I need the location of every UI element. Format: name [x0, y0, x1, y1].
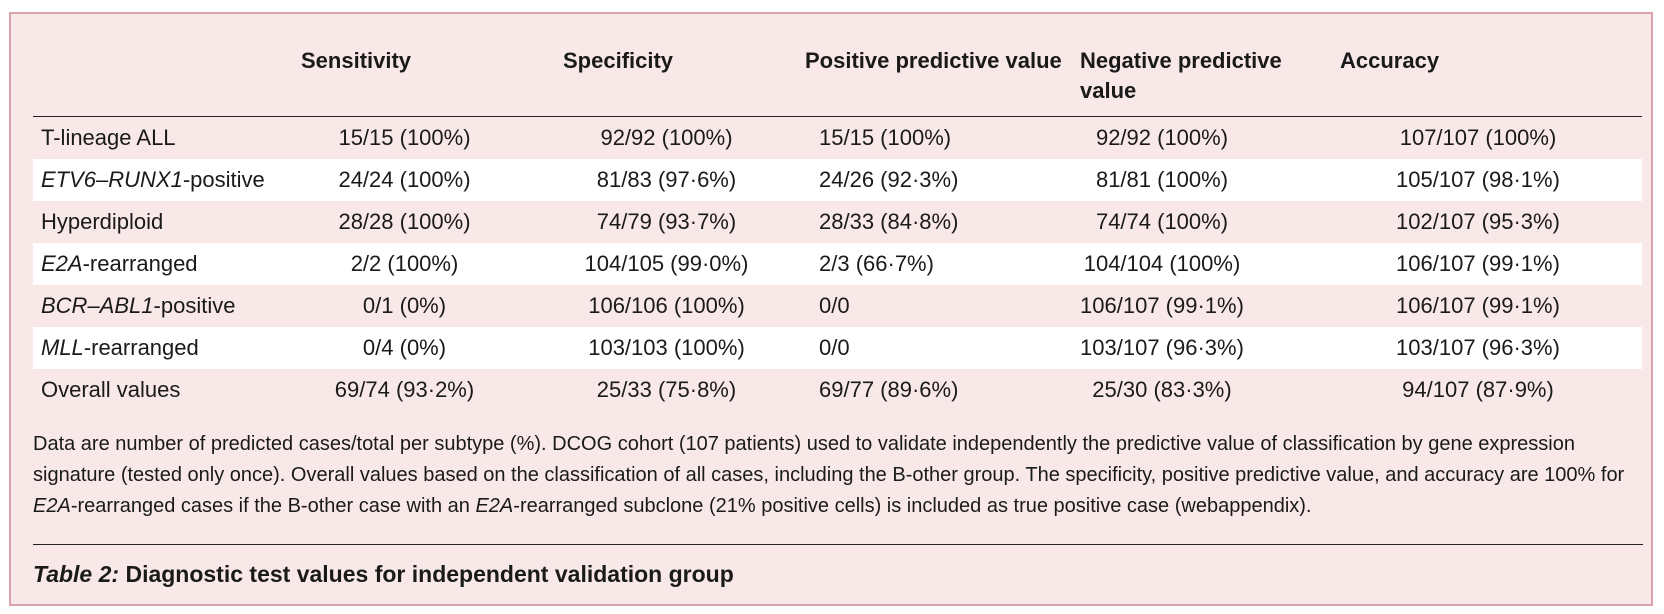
header-cell-blank — [33, 36, 301, 117]
row-label-part: T-lineage ALL — [41, 125, 176, 150]
table-row: T-lineage ALL 15/15 (100%) 92/92 (100%) 15/… — [33, 117, 1642, 160]
table-cell: 25/30 (83·3%) — [1092, 377, 1232, 402]
table-cell: 94/107 (87·9%) — [1402, 377, 1554, 402]
table-cell: 74/79 (93·7%) — [596, 209, 737, 234]
table-cell: 15/15 (100%) — [819, 125, 952, 150]
row-label-part: BCR–ABL1 — [41, 293, 154, 318]
table-row: E2A-rearranged 2/2 (100%) 104/105 (99·0%) 2… — [33, 243, 1642, 285]
table-row: BCR–ABL1-positive 0/1 (0%) 106/106 (100%) 0… — [33, 285, 1642, 327]
row-label-part: MLL — [41, 335, 84, 360]
table-cell: 106/106 (100%) — [588, 293, 745, 318]
row-label-part: -rearranged — [82, 251, 198, 276]
table-cell: 103/103 (100%) — [563, 327, 805, 369]
header-specificity: Specificity — [563, 36, 805, 117]
table-cell: 24/24 (100%) — [301, 159, 563, 201]
table-panel: Sensitivity Specificity Positive predict… — [9, 12, 1653, 606]
footnote-italic1: E2A — [33, 495, 71, 517]
table-cell: 0/0 — [805, 327, 1080, 369]
table-cell: 104/105 (99·0%) — [563, 243, 805, 285]
row-label-part: Overall values — [41, 377, 181, 402]
table-cell: 103/107 (96·3%) — [1080, 327, 1334, 369]
table-cell: 92/92 (100%) — [600, 125, 733, 150]
footnote-part2: -rearranged cases if the B-other case wi… — [70, 495, 476, 517]
table-cell: 0/1 (0%) — [362, 293, 447, 318]
header-row: Sensitivity Specificity Positive predict… — [33, 36, 1642, 117]
row-label-part: ETV6–RUNX1 — [41, 167, 183, 192]
caption-divider — [33, 544, 1643, 545]
table-cell: 106/107 (99·1%) — [1080, 293, 1244, 318]
row-label: T-lineage ALL — [33, 117, 301, 160]
caption-label: Table 2: — [33, 561, 120, 587]
row-label: E2A-rearranged — [33, 243, 301, 285]
table-cell: 28/28 (100%) — [338, 209, 471, 234]
row-label-part: -positive — [153, 293, 236, 318]
footnote-italic2: E2A — [475, 495, 514, 517]
footnote: Data are number of predicted cases/total… — [33, 429, 1643, 522]
table-cell: 105/107 (98·1%) — [1334, 159, 1642, 201]
header-npv: Negative predictive value — [1080, 36, 1334, 117]
table-cell: 103/107 (96·3%) — [1334, 327, 1642, 369]
table-cell: 81/83 (97·6%) — [563, 159, 805, 201]
table-row: MLL-rearranged 0/4 (0%) 103/103 (100%) 0/0 1… — [33, 327, 1642, 369]
row-label-part: Hyperdiploid — [41, 209, 164, 234]
table-cell: 69/77 (89·6%) — [819, 377, 959, 402]
footnote-part1: Data are number of predicted cases/total… — [33, 433, 1625, 486]
row-label-part: -positive — [182, 167, 265, 192]
table-cell: 102/107 (95·3%) — [1396, 209, 1560, 234]
row-label: Overall values — [33, 369, 301, 411]
header-sensitivity: Sensitivity — [301, 36, 563, 117]
footnote-part3: -rearranged subclone (21% positive cells… — [513, 495, 1312, 517]
table-cell: 106/107 (99·1%) — [1396, 293, 1560, 318]
table-cell: 92/92 (100%) — [1095, 125, 1229, 150]
table-cell: 25/33 (75·8%) — [596, 377, 737, 402]
table-cell: 15/15 (100%) — [338, 125, 471, 150]
table-row: ETV6–RUNX1-positive 24/24 (100%) 81/83 (97… — [33, 159, 1642, 201]
table-cell: 106/107 (99·1%) — [1334, 243, 1642, 285]
table-cell: 2/2 (100%) — [301, 243, 563, 285]
table-cell: 24/26 (92·3%) — [805, 159, 1080, 201]
table-row: Hyperdiploid 28/28 (100%) 74/79 (93·7%) 28/… — [33, 201, 1642, 243]
row-label: ETV6–RUNX1-positive — [33, 159, 301, 201]
table-cell: 28/33 (84·8%) — [819, 209, 959, 234]
table-cell: 2/3 (66·7%) — [805, 243, 1080, 285]
table-cell: 69/74 (93·2%) — [334, 377, 475, 402]
header-accuracy: Accuracy — [1334, 36, 1642, 117]
diagnostic-table: Sensitivity Specificity Positive predict… — [33, 36, 1642, 411]
header-ppv: Positive predictive value — [805, 36, 1080, 117]
table-row: Overall values 69/74 (93·2%) 25/33 (75·8%)… — [33, 369, 1642, 411]
table-cell: 104/104 (100%) — [1080, 243, 1334, 285]
row-label: Hyperdiploid — [33, 201, 301, 243]
table-cell: 107/107 (100%) — [1399, 125, 1557, 150]
table-cell: 81/81 (100%) — [1080, 159, 1334, 201]
table-cell: 74/74 (100%) — [1095, 209, 1229, 234]
table-cell: 0/4 (0%) — [301, 327, 563, 369]
row-label-part: E2A — [41, 251, 83, 276]
row-label-part: -rearranged — [83, 335, 199, 360]
row-label: BCR–ABL1-positive — [33, 285, 301, 327]
table-caption: Table 2: Diagnostic test values for inde… — [33, 554, 734, 594]
row-label: MLL-rearranged — [33, 327, 301, 369]
table-cell: 0/0 — [819, 293, 850, 318]
table-body: T-lineage ALL 15/15 (100%) 92/92 (100%) 15/… — [33, 117, 1642, 412]
caption-text: Diagnostic test values for independent v… — [119, 561, 734, 587]
